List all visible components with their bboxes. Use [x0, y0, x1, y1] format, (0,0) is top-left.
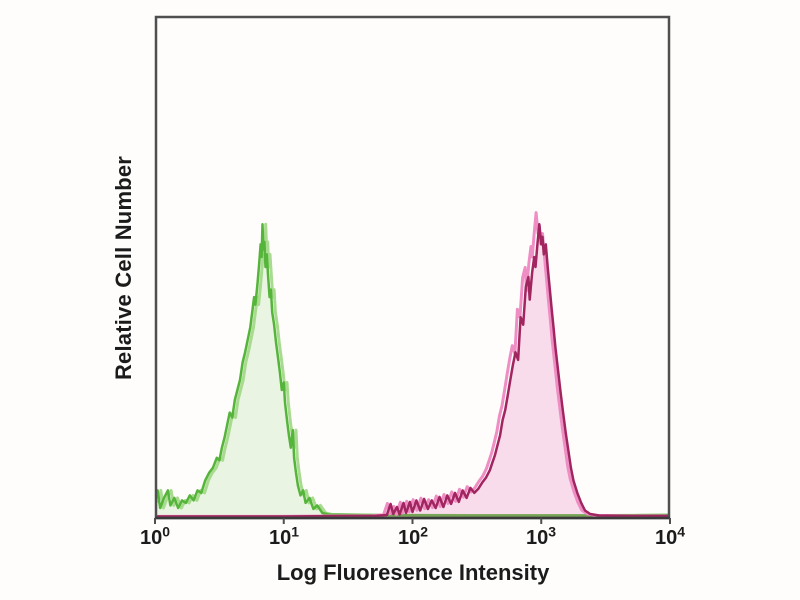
x-tick-label-1e3: 103	[525, 523, 557, 549]
x-tick-label-1e0: 100	[139, 523, 171, 549]
stained-magenta-shadow-trace	[156, 211, 667, 518]
negative-control-green-fill	[156, 224, 669, 518]
histogram-curves	[156, 211, 669, 518]
x-axis-tick-marks	[154, 518, 671, 524]
x-tick-label-1e4: 104	[654, 523, 686, 549]
x-tick-label-1e2: 102	[397, 523, 429, 549]
x-tick-label-1e1: 101	[268, 523, 300, 549]
stained-magenta-fill	[156, 224, 669, 518]
stained-magenta-trace	[156, 223, 669, 518]
x-axis-title: Log Fluoresence Intensity	[276, 560, 550, 585]
negative-control-green-trace	[156, 223, 669, 517]
